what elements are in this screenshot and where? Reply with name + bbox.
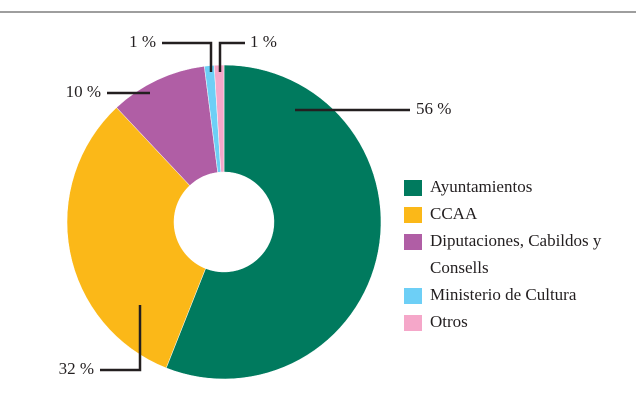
- leader-line: [218, 41, 245, 72]
- legend-label: Otros: [430, 312, 468, 331]
- legend-label: Ministerio de Cultura: [430, 285, 577, 304]
- data-label: 1 %: [250, 32, 277, 51]
- legend-swatch: [404, 315, 422, 331]
- data-label: 32 %: [59, 359, 94, 378]
- leader-line: [100, 305, 142, 372]
- legend-label: CCAA: [430, 204, 478, 223]
- legend-label: Ayuntamientos: [430, 177, 532, 196]
- donut-slice: [66, 107, 206, 369]
- legend-swatch: [404, 234, 422, 250]
- data-label: 10 %: [66, 82, 101, 101]
- donut-slice: [213, 64, 225, 173]
- legend-swatch: [404, 207, 422, 223]
- donut-slice: [165, 64, 382, 380]
- legend-swatch: [404, 288, 422, 304]
- leader-line: [162, 41, 213, 72]
- legend-label: Diputaciones, Cabildos y Consells: [430, 231, 606, 277]
- legend-swatch: [404, 180, 422, 196]
- data-label: 56 %: [416, 99, 451, 118]
- data-label: 1 %: [129, 32, 156, 51]
